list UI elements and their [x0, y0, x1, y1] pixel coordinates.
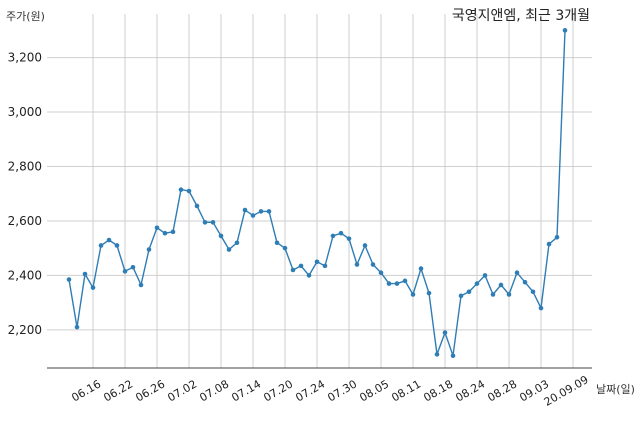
price-point: [434, 352, 440, 357]
price-point: [282, 245, 288, 251]
price-point: [306, 273, 312, 278]
price-point: [186, 188, 192, 194]
y-tick-label: 2,800: [8, 159, 42, 173]
price-point: [338, 230, 344, 236]
x-tick-label: 07.24: [293, 377, 327, 404]
x-tick-label: 08.11: [389, 377, 423, 404]
price-point: [226, 247, 232, 252]
price-point: [114, 243, 120, 248]
x-tick-label: 07.20: [261, 377, 295, 404]
price-point: [418, 266, 424, 271]
price-point: [402, 278, 408, 284]
price-point: [458, 293, 464, 299]
price-point: [162, 230, 168, 236]
price-point: [178, 187, 184, 192]
price-point: [74, 324, 80, 330]
price-point: [490, 292, 496, 297]
price-point: [386, 281, 392, 286]
price-point: [210, 220, 216, 225]
price-point: [538, 305, 544, 311]
price-point: [378, 270, 384, 275]
price-point: [218, 233, 224, 239]
y-tick-label: 2,200: [8, 323, 42, 337]
x-axis-label: 날짜(일): [596, 382, 635, 396]
x-tick-label: 06.26: [133, 377, 167, 404]
price-point: [274, 240, 280, 246]
price-point: [530, 289, 536, 295]
price-point: [562, 28, 568, 33]
y-tick-label: 2,400: [8, 268, 42, 282]
price-point: [194, 203, 200, 209]
x-tick-label: 08.18: [421, 377, 455, 404]
price-point: [122, 269, 128, 274]
price-point: [426, 290, 432, 296]
price-point: [474, 281, 480, 286]
price-point: [370, 262, 376, 267]
x-tick-label: 07.14: [229, 377, 263, 404]
price-point: [546, 241, 552, 247]
axis-layer: 2,200 2,400 2,600 2,800 3,000 3,200 06.1606.22…: [8, 51, 592, 409]
y-tick-label: 3,000: [8, 105, 42, 119]
x-tick-label: 07.08: [197, 377, 231, 404]
price-point: [362, 243, 368, 248]
x-tick-label: 20.09.09: [542, 373, 591, 409]
price-point: [130, 264, 136, 270]
y-tick-label: 3,200: [8, 51, 42, 65]
price-point: [314, 259, 320, 265]
price-point: [322, 263, 328, 269]
y-tick-label: 2,600: [8, 214, 42, 228]
grid-layer: [47, 14, 592, 368]
price-point: [506, 292, 512, 297]
price-point: [82, 271, 88, 277]
price-point: [138, 282, 144, 288]
price-point: [258, 209, 264, 214]
price-point: [66, 277, 72, 282]
price-point: [410, 292, 416, 297]
price-point: [290, 267, 296, 273]
price-point: [298, 263, 304, 269]
price-point: [482, 273, 488, 278]
price-point: [450, 353, 456, 359]
price-point: [466, 289, 472, 295]
price-point: [554, 234, 560, 240]
price-point: [90, 285, 96, 290]
price-point: [242, 207, 248, 213]
x-tick-label: 08.24: [453, 377, 487, 404]
price-point: [266, 209, 272, 214]
price-point: [202, 220, 208, 225]
x-tick-label: 07.30: [325, 377, 359, 404]
price-point: [146, 247, 152, 252]
y-axis-label: 주가(원): [6, 10, 45, 23]
price-point: [154, 225, 160, 231]
x-tick-label: 06.16: [69, 377, 103, 404]
price-point: [514, 270, 520, 275]
series-layer: [66, 28, 568, 359]
x-tick-label: 08.28: [485, 377, 519, 404]
price-point: [98, 243, 104, 248]
x-tick-label: 06.22: [101, 377, 135, 404]
x-tick-label: 08.05: [357, 377, 391, 404]
price-point: [498, 282, 504, 288]
price-point: [106, 237, 112, 243]
chart-title: 국영지앤엠, 최근 3개월: [452, 8, 590, 24]
x-tick-label: 07.02: [165, 377, 199, 404]
price-point: [330, 233, 336, 239]
price-point: [442, 330, 448, 335]
price-point: [250, 213, 256, 218]
price-point: [354, 262, 360, 267]
price-point: [170, 229, 176, 235]
price-point: [346, 236, 352, 241]
price-point: [522, 279, 528, 285]
price-point: [394, 281, 400, 286]
price-point: [234, 240, 240, 246]
